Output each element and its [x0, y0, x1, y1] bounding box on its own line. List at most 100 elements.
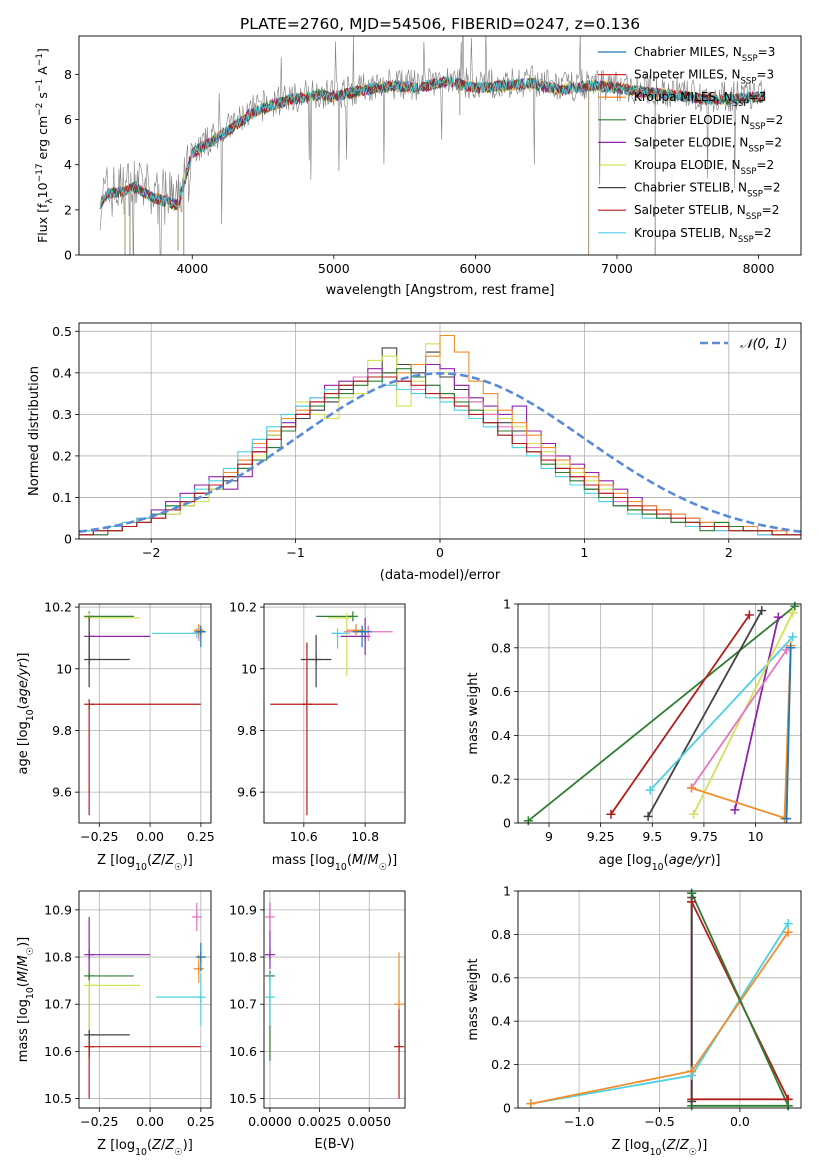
plot-area	[518, 891, 801, 1108]
x-tick-label: 9.5	[642, 829, 662, 844]
y-tick-label: 0.2	[491, 772, 511, 787]
weight-line-salpeter_stelib	[610, 614, 751, 815]
histogram-salpeter_stelib	[79, 376, 801, 536]
panel-age_vs_z: −0.25 0.00 0.25 9.6 9.8 10 10.2 Z [log10(Z/Z☉)]…	[16, 600, 215, 873]
weight-line-chabrier_stelib	[647, 610, 763, 817]
legend-label-kroupa_elodie: Kroupa ELODIE, NSSP=2	[634, 158, 774, 177]
weight-line-orange2	[691, 645, 792, 820]
error-point-orange2	[193, 624, 204, 637]
x-tick-label: −1	[286, 545, 304, 560]
y-tick-label: 4	[64, 157, 72, 172]
y-axis-label: mass weight	[466, 672, 481, 754]
x-tick-label: 10.8	[351, 829, 379, 844]
error-point-salpeter_elodie	[84, 916, 151, 979]
y-tick-label: 10.7	[44, 997, 72, 1012]
y-tick-label: 0.4	[52, 365, 72, 380]
error-point-chabrier_miles	[195, 942, 206, 972]
y-axis-label: mass weight	[466, 958, 481, 1040]
legend-label-salpeter_miles: Salpeter MILES, NSSP=3	[634, 68, 774, 87]
y-tick-label: 2	[64, 202, 72, 217]
y-tick-label: 1	[503, 884, 511, 899]
y-tick-label: 0.6	[491, 970, 511, 985]
x-tick-label: 5000	[318, 261, 350, 276]
panel-weight_vs_age: 9 9.25 9.5 9.75 10 0 0.2 0.4 0.6 0.8 1 age [log10(a…	[466, 597, 802, 873]
panel-age_vs_mass: 10.6 10.8 9.6 9.8 10 10.2 mass [log10(M/M☉)]	[229, 600, 406, 873]
y-tick-label: 10.8	[44, 950, 72, 965]
x-tick-label: 0.25	[187, 1114, 215, 1129]
error-point-kroupa_elodie	[328, 612, 352, 677]
legend-label-salpeter_stelib: Salpeter STELIB, NSSP=2	[634, 203, 779, 222]
weight-line-chabrier_elodie	[690, 892, 789, 1107]
y-tick-label: 0	[503, 1101, 511, 1116]
axes-frame	[517, 890, 802, 1109]
legend-label-kroupa_miles: Kroupa MILES, NSSP=3	[634, 90, 766, 109]
panel-weight_vs_z: −1.0 −0.5 0.0 0 0.2 0.4 0.6 0.8 1 Z [log10(Z/Z☉)]…	[466, 884, 802, 1158]
panel-mass_vs_ebv: 0.0000 0.0025 0.0050 10.5 10.6 10.7 10.8 10.9 E(…	[229, 890, 406, 1152]
x-tick-label: −0.25	[80, 1114, 118, 1129]
x-tick-label: 1	[580, 545, 588, 560]
y-tick-label: 0	[64, 248, 72, 263]
x-axis-label: E(B-V)	[314, 1137, 354, 1152]
x-tick-label: 0.00	[136, 1114, 164, 1129]
y-tick-label: 10.9	[44, 902, 72, 917]
x-tick-label: 10	[748, 829, 764, 844]
x-tick-label: 0.0025	[298, 1114, 342, 1129]
axes-frame	[78, 890, 212, 1109]
x-tick-label: 0	[436, 545, 444, 560]
weight-line-chabrier_elodie	[527, 605, 796, 822]
axes-frame	[517, 603, 802, 824]
error-point-salpeter_elodie	[84, 631, 151, 655]
legend-label-kroupa_stelib: Kroupa STELIB, NSSP=2	[634, 226, 772, 245]
y-tick-label: 10.8	[229, 950, 257, 965]
x-tick-label: −2	[142, 545, 160, 560]
plot-area	[79, 323, 801, 539]
error-point-chabrier_stelib	[300, 634, 332, 688]
gaussian-curve	[79, 371, 801, 533]
error-point-salpeter_stelib	[84, 1041, 201, 1099]
x-tick-label: 7000	[601, 261, 633, 276]
y-tick-label: 0.3	[52, 407, 72, 422]
x-tick-label: 9	[545, 829, 553, 844]
error-point-salpeter_stelib	[84, 699, 201, 816]
x-tick-label: −0.5	[644, 1114, 674, 1129]
panel-mass_vs_z: −0.25 0.00 0.25 10.5 10.6 10.7 10.8 10.9 Z [log1…	[16, 890, 215, 1158]
y-tick-label: 1	[503, 597, 511, 612]
error-point-pink	[191, 902, 202, 932]
y-tick-label: 9.6	[237, 785, 257, 800]
y-tick-label: 10.7	[229, 997, 257, 1012]
y-tick-label: 0.8	[491, 640, 511, 655]
y-tick-label: 10.2	[229, 600, 257, 615]
y-tick-label: 0.2	[491, 1057, 511, 1072]
legend-label-gaussian: 𝒩(0, 1)	[740, 337, 787, 352]
panel-spectrum: 4000 5000 6000 7000 8000 0 2 4 6 8 wavelength [Ang…	[35, 35, 802, 298]
x-axis-label: Z [log10(Z/Z☉)]	[97, 1138, 193, 1158]
y-tick-label: 10.5	[229, 1091, 257, 1106]
error-point-kroupa_stelib	[331, 628, 350, 649]
weight-line-chabrier_miles	[785, 647, 792, 819]
error-point-pink	[343, 625, 393, 642]
error-point-chabrier_stelib	[84, 616, 130, 688]
y-tick-label: 10	[56, 661, 72, 676]
error-point-chabrier_stelib	[84, 1029, 130, 1059]
x-tick-label: 8000	[743, 261, 775, 276]
x-tick-label: 9.25	[587, 829, 615, 844]
axes-frame	[78, 35, 802, 256]
chart-panels: 4000 5000 6000 7000 8000 0 2 4 6 8 wavelength [Ang…	[16, 35, 802, 1158]
y-tick-label: 0	[64, 532, 72, 547]
error-point-kroupa_elodie	[84, 612, 140, 623]
y-tick-label: 10	[241, 661, 257, 676]
x-axis-label: Z [log10(Z/Z☉)]	[97, 853, 193, 873]
y-tick-label: 6	[64, 112, 72, 127]
error-point-orange2	[394, 952, 405, 1010]
error-point-chabrier_elodie	[316, 611, 358, 622]
y-tick-label: 9.6	[52, 785, 72, 800]
plot-area	[518, 604, 801, 823]
error-point-orange2	[193, 954, 204, 983]
plot-area	[264, 891, 405, 1108]
y-tick-label: 0.4	[491, 728, 511, 743]
x-axis-label: wavelength [Angstrom, rest frame]	[326, 283, 555, 298]
axes-frame	[78, 322, 802, 540]
error-point-salpeter_stelib	[270, 642, 338, 816]
legend-label-chabrier_stelib: Chabrier STELIB, NSSP=2	[634, 181, 781, 200]
y-tick-label: 0.4	[491, 1014, 511, 1029]
